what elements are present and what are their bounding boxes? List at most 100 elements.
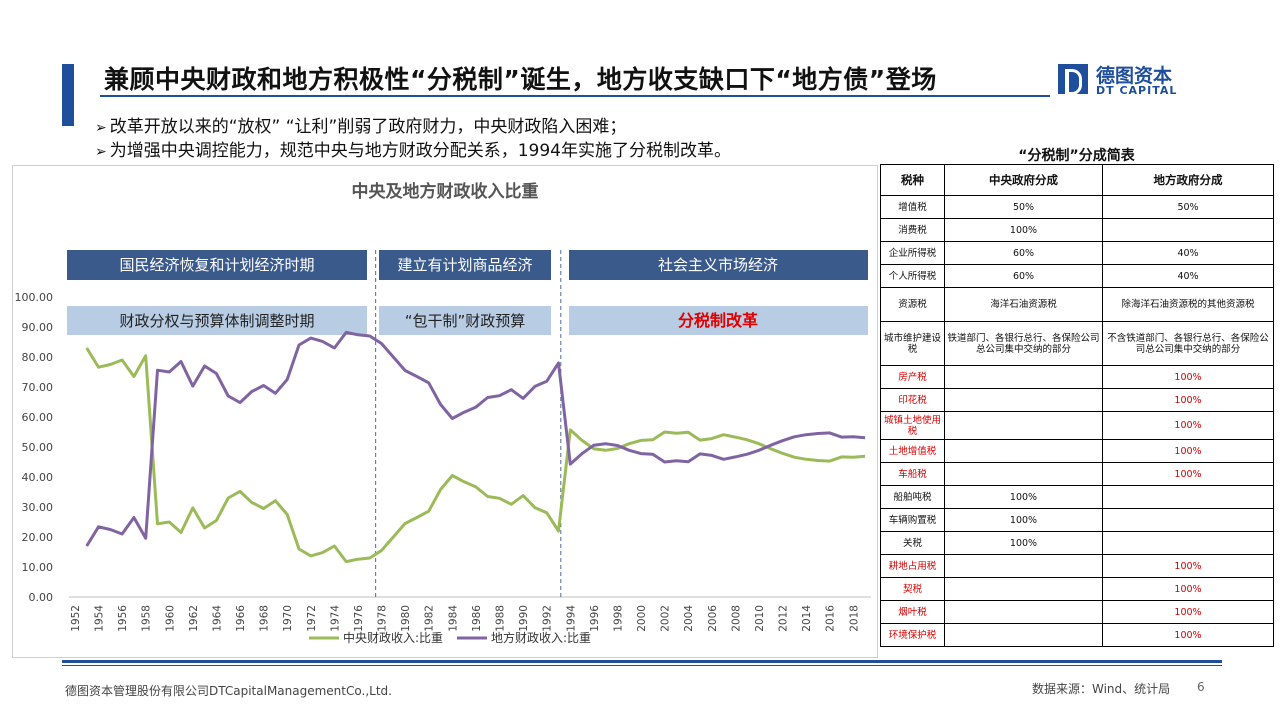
x-tick-label: 1958 [141, 605, 153, 632]
footer-rule [62, 660, 1222, 663]
table-row: 房产税 100% [880, 365, 1274, 389]
tax-name-cell: 资源税 [880, 287, 945, 322]
tax-name-cell: 契税 [880, 577, 945, 601]
slide-title: 兼顾中央财政和地方积极性“分税制”诞生，地方收支缺口下“地方债”登场 [104, 65, 937, 94]
period-box-planned-economy [67, 250, 367, 280]
x-tick-label: 2012 [778, 605, 790, 632]
chart-series [85, 330, 866, 564]
chart-title: 中央及地方财政收入比重 [352, 181, 539, 202]
period-label-fiscal-decentralization: 财政分权与预算体制调整时期 [119, 312, 314, 330]
central-share-cell: 60% [944, 264, 1103, 288]
x-tick-label: 1962 [188, 605, 200, 632]
logo-text-en: DT CAPITAL [1096, 84, 1178, 97]
tax-name-cell: 关税 [880, 531, 945, 555]
table-row: 消费税 100% [880, 218, 1274, 242]
x-tick-label: 1960 [164, 605, 176, 632]
local-share-cell: 100% [1102, 600, 1274, 624]
period-label-commodity-economy: 建立有计划商品经济 [397, 256, 532, 274]
arrow-bullet-icon: ➢ [95, 120, 107, 136]
y-tick-label: 80.00 [22, 351, 54, 364]
x-tick-label: 1968 [259, 605, 271, 632]
central-share-cell [944, 577, 1103, 601]
period-box-fiscal-decentralization [67, 306, 367, 335]
central-share-cell [944, 411, 1103, 440]
x-tick-label: 1966 [235, 605, 247, 632]
table-row: 耕地占用税 100% [880, 554, 1274, 578]
x-tick-label: 1978 [377, 605, 389, 632]
footer-company: 德图资本管理股份有限公司DTCapitalManagementCo.,Ltd. [65, 684, 392, 698]
revenue-share-chart: 中央及地方财政收入比重 国民经济恢复和计划经济时期 建立有计划商品经济 社会主义… [15, 181, 871, 645]
tax-name-cell: 印花税 [880, 388, 945, 412]
y-tick-label: 0.00 [29, 591, 54, 604]
legend-label-local: 地方财政收入:比重 [491, 630, 591, 645]
x-tick-label: 2018 [848, 605, 860, 632]
central-share-cell [944, 388, 1103, 412]
period-label-contract-budget: “包干制”财政预算 [405, 312, 526, 330]
table-row: 土地增值税 100% [880, 439, 1274, 463]
bullet-list: ➢ 改革开放以来的“放权” “让利”削弱了政府财力，中央财政陷入困难； ➢ 为增强中… [95, 116, 731, 164]
x-tick-label: 1954 [93, 605, 105, 632]
local-share-cell [1102, 218, 1274, 242]
chart-axes: 0.00 10.00 20.00 30.00 40.00 50.00 60.00 70.00 8… [15, 291, 871, 632]
table-row: 烟叶税 100% [880, 600, 1274, 624]
local-share-cell: 40% [1102, 264, 1274, 288]
x-tick-label: 1972 [306, 605, 318, 632]
central-share-cell: 海洋石油资源税 [944, 287, 1103, 322]
tax-name-cell: 烟叶税 [880, 600, 945, 624]
table-row: 船舶吨税 100% [880, 485, 1274, 509]
central-share-cell: 100% [944, 508, 1103, 532]
x-tick-label: 2016 [825, 605, 837, 632]
page-number: 6 [1197, 680, 1205, 694]
central-share-line [85, 347, 866, 564]
x-tick-label: 2006 [707, 605, 719, 632]
arrow-bullet-icon: ➢ [95, 144, 107, 160]
x-tick-label: 1984 [447, 605, 459, 632]
y-tick-label: 40.00 [22, 471, 54, 484]
tax-name-cell: 耕地占用税 [880, 554, 945, 578]
x-tick-label: 1956 [117, 605, 129, 632]
central-share-cell: 100% [944, 218, 1103, 242]
tax-name-cell: 企业所得税 [880, 241, 945, 265]
central-share-cell: 100% [944, 485, 1103, 509]
local-share-cell: 不含铁道部门、各银行总行、各保险公司总公司集中交纳的部分 [1102, 321, 1274, 366]
local-share-cell: 100% [1102, 577, 1274, 601]
local-share-cell: 50% [1102, 195, 1274, 219]
table-row: 资源税 海洋石油资源税 除海洋石油资源税的其他资源税 [880, 287, 1274, 322]
x-tick-label: 1976 [353, 605, 365, 632]
legend-label-central: 中央财政收入:比重 [343, 630, 443, 645]
x-tick-label: 1970 [282, 605, 294, 632]
central-share-cell: 50% [944, 195, 1103, 219]
y-tick-label: 90.00 [22, 321, 54, 334]
x-tick-label: 1994 [565, 605, 577, 632]
x-tick-label: 1996 [589, 605, 601, 632]
central-share-cell [944, 623, 1103, 647]
local-share-cell [1102, 531, 1274, 555]
y-tick-label: 60.00 [22, 411, 54, 424]
local-share-cell: 100% [1102, 554, 1274, 578]
x-tick-label: 1998 [612, 605, 624, 632]
x-tick-label: 2014 [801, 605, 813, 632]
table-row: 环境保护税 100% [880, 623, 1274, 647]
x-tick-label: 2000 [636, 605, 648, 632]
x-tick-label: 2004 [683, 605, 695, 632]
period-dividers [375, 250, 562, 597]
y-tick-label: 70.00 [22, 381, 54, 394]
x-tick-label: 1964 [211, 605, 223, 632]
central-share-cell [944, 365, 1103, 389]
table-row: 个人所得税 60% 40% [880, 264, 1274, 288]
central-share-cell [944, 554, 1103, 578]
tax-name-cell: 船舶吨税 [880, 485, 945, 509]
table-row: 车辆购置税 100% [880, 508, 1274, 532]
table-row: 城镇土地使用税 100% [880, 411, 1274, 440]
local-share-cell: 100% [1102, 365, 1274, 389]
bullet-item: ➢ 为增强中央调控能力，规范中央与地方财政分配关系，1994年实施了分税制改革。 [95, 141, 731, 161]
x-tick-label: 2002 [660, 605, 672, 632]
tax-name-cell: 土地增值税 [880, 439, 945, 463]
period-label-tax-sharing-reform: 分税制改革 [678, 311, 758, 330]
local-share-cell: 100% [1102, 411, 1274, 440]
local-share-cell [1102, 508, 1274, 532]
x-tick-label: 2010 [754, 605, 766, 632]
title-underline [100, 95, 1050, 97]
tax-name-cell: 城市维护建设税 [880, 321, 945, 366]
table-row: 印花税 100% [880, 388, 1274, 412]
